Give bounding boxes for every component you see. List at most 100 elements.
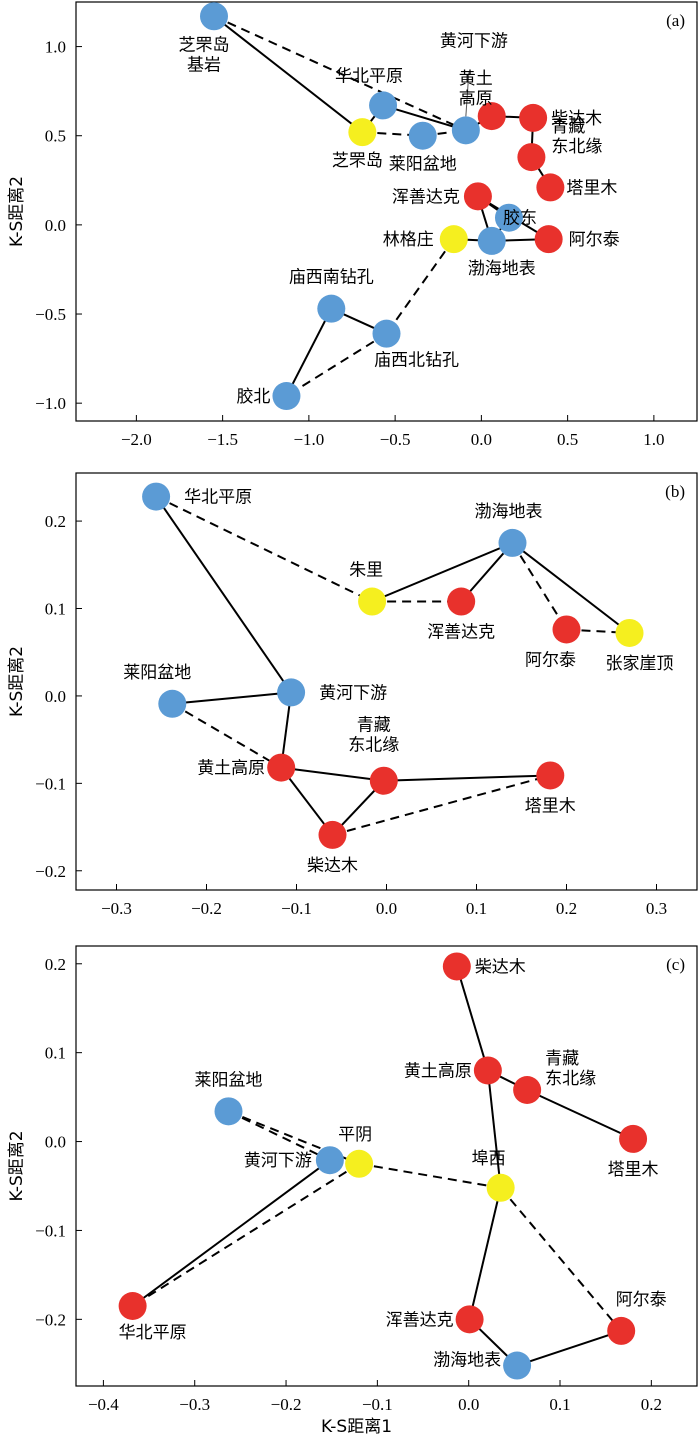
point-htgy: [473, 1056, 502, 1085]
point-zfd: [348, 118, 377, 147]
y-tick-label: 0.0: [45, 1133, 66, 1152]
y-tick-label: −0.1: [35, 774, 66, 793]
point-tlm: [536, 761, 565, 790]
point-label-cdm: 柴达木: [475, 957, 526, 977]
point-label-lypd: 莱阳盆地: [123, 663, 191, 683]
point-qzdby: [369, 766, 398, 795]
x-tick-label: −2.0: [121, 430, 152, 449]
x-tick-label: 0.2: [641, 1395, 662, 1414]
label-pointer-line: [465, 72, 470, 117]
x-tick-label: 0.2: [556, 899, 577, 918]
y-tick-label: −1.0: [35, 394, 66, 413]
point-bhdb: [498, 528, 527, 557]
point-hhxy: [451, 116, 480, 145]
x-tick-label: 0.3: [646, 899, 667, 918]
solid-link-htgy-fx: [486, 1070, 502, 1188]
point-label-hsdk: 浑善达克: [427, 623, 495, 643]
point-tlm: [619, 1124, 648, 1153]
y-tick-label: 1.0: [45, 38, 66, 57]
solid-link-bhdb-zjyd: [511, 542, 631, 634]
point-label-hhxy: 黄河下游: [319, 683, 387, 703]
point-label-hhxy: 黄河下游: [244, 1151, 312, 1171]
point-label-htgy: 黄土高原: [197, 759, 265, 779]
solid-link-htgy-cdm: [280, 767, 334, 836]
point-label-tlm: 塔里木: [608, 1160, 659, 1180]
point-label-hsdk: 浑善达克: [392, 187, 460, 207]
y-tick-label: 0.0: [45, 687, 66, 706]
point-label-zl: 朱里: [349, 561, 383, 581]
point-label-zjyd: 张家崖顶: [606, 654, 674, 674]
point-fx: [486, 1173, 515, 1202]
point-aet: [534, 225, 563, 254]
point-bhdb: [503, 1351, 532, 1380]
solid-link-hbpy-hhxy: [382, 104, 467, 132]
x-tick-label: −0.4: [88, 1395, 119, 1414]
point-label-mxb: 庙西北钻孔: [374, 351, 459, 371]
point-tlm: [536, 173, 565, 202]
point-label-aet: 阿尔泰: [525, 650, 576, 670]
point-label-hbpy: 华北平原: [184, 488, 252, 508]
x-tick-label: 0.1: [549, 1395, 570, 1414]
dashed-link-zfd_rock-hhxy: [213, 15, 467, 132]
point-label-hbpy: 华北平原: [335, 66, 403, 86]
point-lypd: [408, 121, 437, 150]
point-label-tlm: 塔里木: [525, 796, 576, 816]
y-tick-label: 0.1: [45, 1044, 66, 1063]
point-hsdk: [463, 182, 492, 211]
x-tick-label: −0.5: [380, 430, 411, 449]
dashed-link-lypd-hhxy: [228, 1110, 331, 1162]
x-tick-label: −0.2: [191, 899, 222, 918]
x-tick-label: −0.3: [179, 1395, 210, 1414]
point-label-qzdby: 青藏: [357, 716, 391, 736]
solid-link-qzdby-tlm: [383, 774, 551, 782]
point-zl: [358, 587, 387, 616]
point-label-zfd: 芝罘岛: [332, 151, 383, 171]
x-tick-label: 0.0: [458, 1395, 479, 1414]
point-label-mxn: 庙西南钻孔: [289, 268, 374, 288]
point-hhxy: [315, 1146, 344, 1175]
point-aet: [607, 1316, 636, 1345]
point-htgy: [267, 753, 296, 782]
point-label-qzdby: 东北缘: [551, 137, 602, 157]
solid-link-htgy-qzdby: [281, 766, 384, 782]
point-lypd: [158, 689, 187, 718]
point-label-hsdk: 浑善达克: [386, 1310, 454, 1330]
y-axis-title: K-S距离2: [7, 176, 27, 247]
point-mxb: [372, 319, 401, 348]
dashed-link-bhdb-aet: [511, 542, 568, 631]
point-label-jd: 胶东: [503, 209, 537, 229]
panel-label: (c): [666, 955, 685, 974]
point-label-htgy: 黄土高原: [404, 1061, 472, 1081]
dashed-link-fx-aet: [499, 1187, 622, 1332]
x-tick-label: −0.1: [362, 1395, 393, 1414]
x-tick-label: −0.3: [101, 899, 132, 918]
panel-label: (a): [666, 11, 685, 30]
point-qzdby: [517, 143, 546, 172]
x-tick-label: −1.0: [293, 430, 324, 449]
x-tick-label: 0.0: [471, 430, 492, 449]
chart-panel-3: −0.4 −0.3 −0.2 −0.1 0.0 0.1 0.2 −0.2 −0.1 0.0 0.1 0…: [7, 945, 698, 1435]
point-htgy: [477, 102, 506, 131]
point-lgz: [439, 225, 468, 254]
point-py: [345, 1149, 374, 1178]
point-label-bhdb: 渤海地表: [433, 1351, 501, 1371]
point-label-bhdb: 渤海地表: [468, 259, 536, 279]
solid-link-hbpy-hhxy: [155, 496, 292, 693]
point-label-qzdby: 青藏: [551, 117, 585, 137]
point-label-qzdby: 东北缘: [348, 736, 399, 756]
point-label-py: 平阴: [338, 1125, 372, 1145]
solid-link-hhxy-hbpy: [132, 1159, 331, 1307]
point-hbpy: [142, 482, 171, 511]
point-label-hbpy: 华北平原: [119, 1323, 187, 1343]
x-tick-label: 0.0: [376, 899, 397, 918]
solid-link-zfd_rock-zfd: [213, 15, 363, 133]
plot-frame: [75, 1, 698, 422]
chart-panel-2: −0.3 −0.2 −0.1 0.0 0.1 0.2 0.3 −0.2 −0.1 0.0 0.1 0.…: [7, 472, 698, 918]
dashed-link-lypd-htgy: [171, 702, 282, 769]
point-label-lypd: 莱阳盆地: [389, 155, 457, 175]
point-cdm: [318, 820, 347, 849]
point-label-cdm: 柴达木: [551, 109, 602, 129]
point-bhdb: [477, 226, 506, 255]
solid-link-zl-bhdb: [371, 542, 513, 603]
